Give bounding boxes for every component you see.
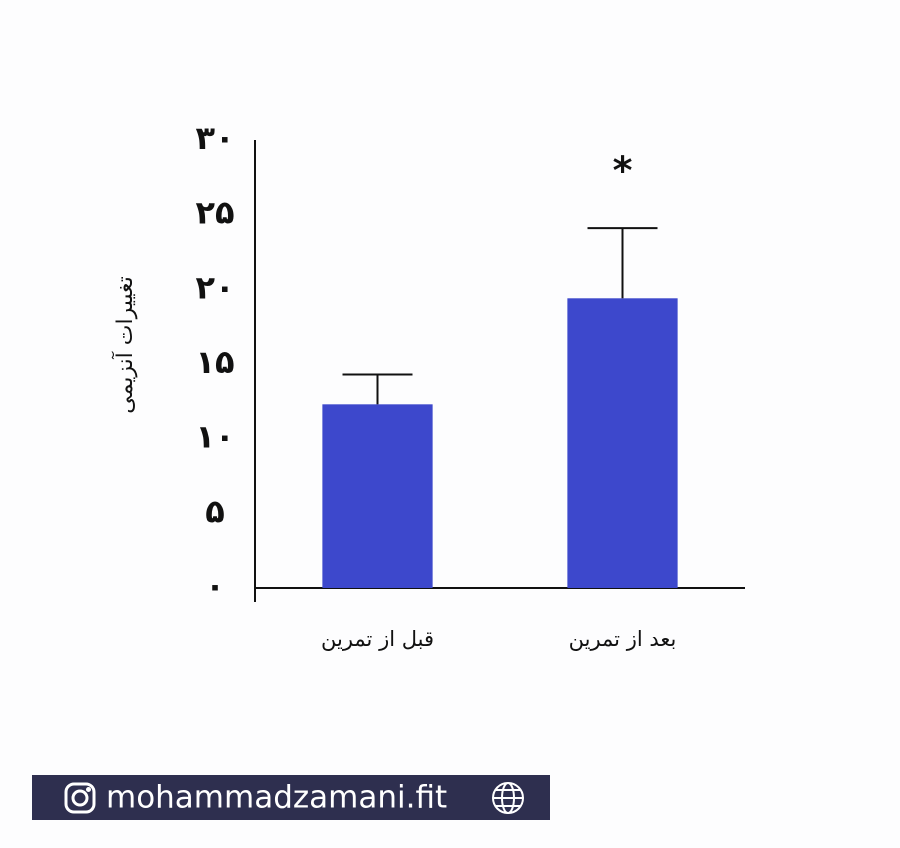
footer-banner: [32, 775, 550, 820]
y-axis-label: تغییرات آنزیمی: [111, 276, 138, 414]
x-tick-label: قبل از تمرین: [321, 627, 434, 651]
error-bar: [342, 373, 413, 405]
globe-icon: [492, 782, 524, 814]
annotation: *: [613, 149, 633, 193]
y-tick-label: ۰: [205, 567, 225, 605]
y-tick-label: ۵: [205, 492, 225, 530]
x-tick-label: بعد از تمرین: [569, 627, 677, 651]
instagram-icon: [64, 782, 96, 814]
footer-text: mohammadzamani.fit: [106, 780, 447, 816]
error-bar: [587, 227, 658, 299]
bar: [567, 298, 678, 588]
y-tick-label: ۲۰: [195, 268, 234, 306]
y-tick-label: ۱۰: [195, 418, 234, 456]
bar: [322, 404, 433, 588]
y-tick-label: ۱۵: [195, 343, 234, 381]
y-tick-label: ۳۰: [195, 119, 234, 157]
y-tick-label: ۲۵: [195, 194, 234, 232]
